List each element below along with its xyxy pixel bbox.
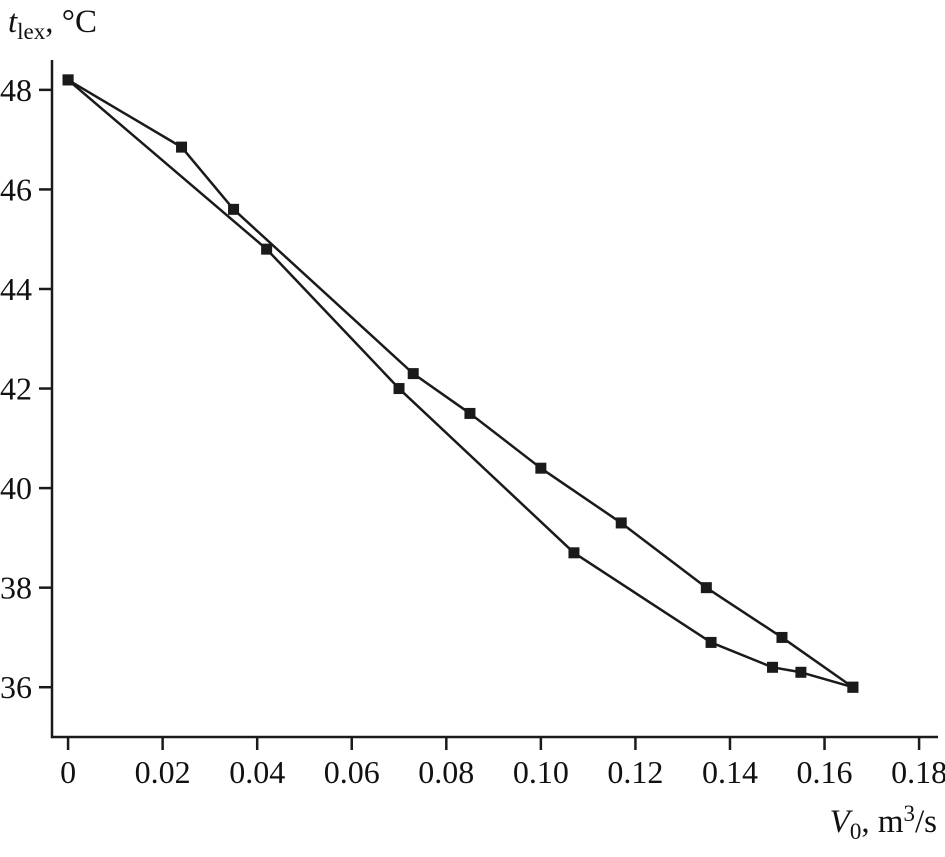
- x-axis-title: V0, m3/s: [830, 801, 937, 845]
- data-marker-curve-1-upper: [176, 141, 188, 153]
- y-axis-title-units: , °C: [45, 4, 97, 40]
- x-tick-label: 0.18: [891, 754, 945, 790]
- data-marker-curve-1-upper: [700, 582, 712, 594]
- x-axis-title-subscript: 0: [849, 819, 862, 844]
- y-tick-label: 44: [0, 271, 32, 307]
- series-line-curve-2-lower: [67, 78, 854, 689]
- x-axis-title-units: , m: [861, 804, 904, 840]
- x-tick-label: 0.08: [418, 754, 474, 790]
- y-tick-label: 40: [0, 470, 32, 506]
- data-marker-curve-2-lower: [62, 74, 74, 86]
- y-tick-label: 46: [0, 171, 32, 207]
- data-marker-curve-2-lower: [847, 681, 859, 693]
- series-line-curve-1-upper: [67, 78, 854, 689]
- data-marker-curve-1-upper: [776, 631, 788, 643]
- data-marker-curve-1-upper: [615, 517, 627, 529]
- data-marker-curve-1-upper: [407, 368, 419, 380]
- x-tick-label: 0.02: [135, 754, 191, 790]
- data-marker-curve-2-lower: [568, 547, 580, 559]
- x-tick-label: 0.16: [797, 754, 853, 790]
- data-marker-curve-2-lower: [393, 383, 405, 395]
- x-tick-label: 0: [60, 754, 76, 790]
- data-marker-curve-2-lower: [795, 666, 807, 678]
- x-tick-label: 0.12: [607, 754, 663, 790]
- data-marker-curve-2-lower: [705, 636, 717, 648]
- y-axis-title-subscript: lex: [17, 19, 46, 44]
- y-tick-label: 36: [0, 669, 32, 705]
- data-marker-curve-1-upper: [535, 462, 547, 474]
- x-tick-label: 0.14: [702, 754, 758, 790]
- x-axis-title-symbol: V: [829, 804, 850, 840]
- y-axis-title-symbol: t: [8, 4, 18, 40]
- y-tick-label: 48: [0, 72, 32, 108]
- data-marker-curve-1-upper: [228, 203, 240, 215]
- x-axis-title-superscript: 3: [903, 801, 915, 826]
- x-tick-label: 0.10: [513, 754, 569, 790]
- x-tick-label: 0.04: [229, 754, 285, 790]
- y-tick-label: 42: [0, 371, 32, 407]
- x-axis-title-units-end: /s: [914, 804, 937, 840]
- data-marker-curve-2-lower: [767, 661, 779, 673]
- data-marker-curve-2-lower: [261, 243, 273, 255]
- y-axis-title: tlex, °C: [8, 4, 97, 45]
- data-marker-curve-1-upper: [464, 407, 476, 419]
- y-tick-label: 38: [0, 570, 32, 606]
- x-tick-label: 0.06: [324, 754, 380, 790]
